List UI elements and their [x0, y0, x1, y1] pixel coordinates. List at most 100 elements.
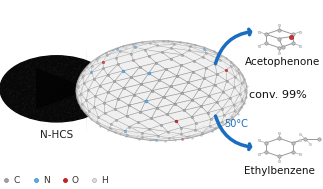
Point [50, 111, 55, 114]
Point [63, 86, 68, 89]
Point [44, 74, 49, 77]
Point [297, 139, 303, 142]
Point [16, 65, 21, 68]
Point [103, 85, 108, 88]
Point [33, 107, 38, 110]
Point [110, 49, 116, 52]
Point [8, 91, 13, 94]
Point [44, 100, 49, 103]
Point [44, 58, 49, 61]
Point [51, 92, 57, 95]
Point [78, 88, 83, 91]
Point [107, 86, 112, 89]
Point [229, 116, 234, 119]
Point [26, 72, 31, 75]
Point [89, 98, 94, 101]
Text: H: H [101, 176, 108, 185]
Point [94, 65, 99, 68]
Point [94, 108, 99, 111]
Point [232, 110, 237, 113]
Point [46, 65, 51, 68]
Point [224, 79, 229, 82]
Point [44, 57, 49, 60]
Point [71, 103, 76, 106]
Point [237, 92, 242, 95]
Point [104, 54, 109, 57]
Point [92, 102, 98, 105]
Point [33, 90, 38, 93]
Point [96, 83, 101, 86]
Point [18, 91, 23, 94]
Point [26, 84, 32, 88]
Point [28, 85, 33, 88]
Point [31, 98, 36, 101]
Point [64, 105, 69, 108]
Point [0, 91, 4, 94]
Point [40, 82, 46, 85]
Point [74, 75, 79, 78]
Point [42, 72, 47, 75]
Point [45, 102, 50, 105]
Point [39, 100, 44, 103]
Point [4, 89, 9, 92]
Point [19, 108, 25, 111]
Point [45, 90, 50, 93]
Point [82, 82, 87, 85]
Point [24, 91, 29, 94]
Point [82, 67, 87, 70]
Point [277, 155, 282, 158]
Point [60, 66, 66, 69]
Point [68, 84, 73, 88]
Point [36, 62, 41, 65]
Point [243, 88, 248, 91]
Point [84, 99, 89, 102]
Point [52, 102, 57, 105]
Point [100, 90, 105, 93]
Point [56, 103, 61, 106]
Point [90, 65, 96, 68]
Point [213, 62, 218, 65]
Point [82, 100, 87, 103]
Point [49, 71, 55, 74]
Point [172, 139, 177, 142]
Point [33, 93, 38, 96]
Point [54, 82, 59, 85]
Point [16, 81, 21, 84]
Point [3, 88, 8, 91]
Point [43, 60, 48, 64]
Point [34, 71, 39, 74]
Point [68, 99, 73, 102]
Point [47, 96, 52, 99]
Point [50, 87, 56, 90]
Point [9, 100, 14, 103]
Point [29, 69, 34, 72]
Point [78, 74, 83, 77]
Point [78, 88, 83, 91]
Point [24, 73, 29, 76]
Point [23, 81, 28, 84]
Point [89, 72, 94, 75]
Point [40, 89, 45, 92]
Point [77, 110, 82, 113]
Point [31, 73, 36, 76]
Point [297, 44, 303, 47]
Point [78, 83, 83, 86]
Point [41, 60, 46, 63]
Point [40, 114, 45, 117]
Point [36, 90, 41, 93]
Point [66, 64, 71, 67]
Point [19, 67, 25, 70]
Point [80, 111, 85, 114]
Point [48, 66, 53, 69]
Point [77, 65, 82, 68]
Point [83, 111, 88, 114]
Point [21, 90, 26, 93]
Point [75, 60, 80, 63]
Point [54, 70, 59, 73]
Point [34, 84, 39, 87]
Point [85, 98, 90, 101]
Point [26, 114, 32, 117]
Point [96, 75, 101, 78]
Point [80, 95, 86, 98]
Point [50, 77, 55, 80]
